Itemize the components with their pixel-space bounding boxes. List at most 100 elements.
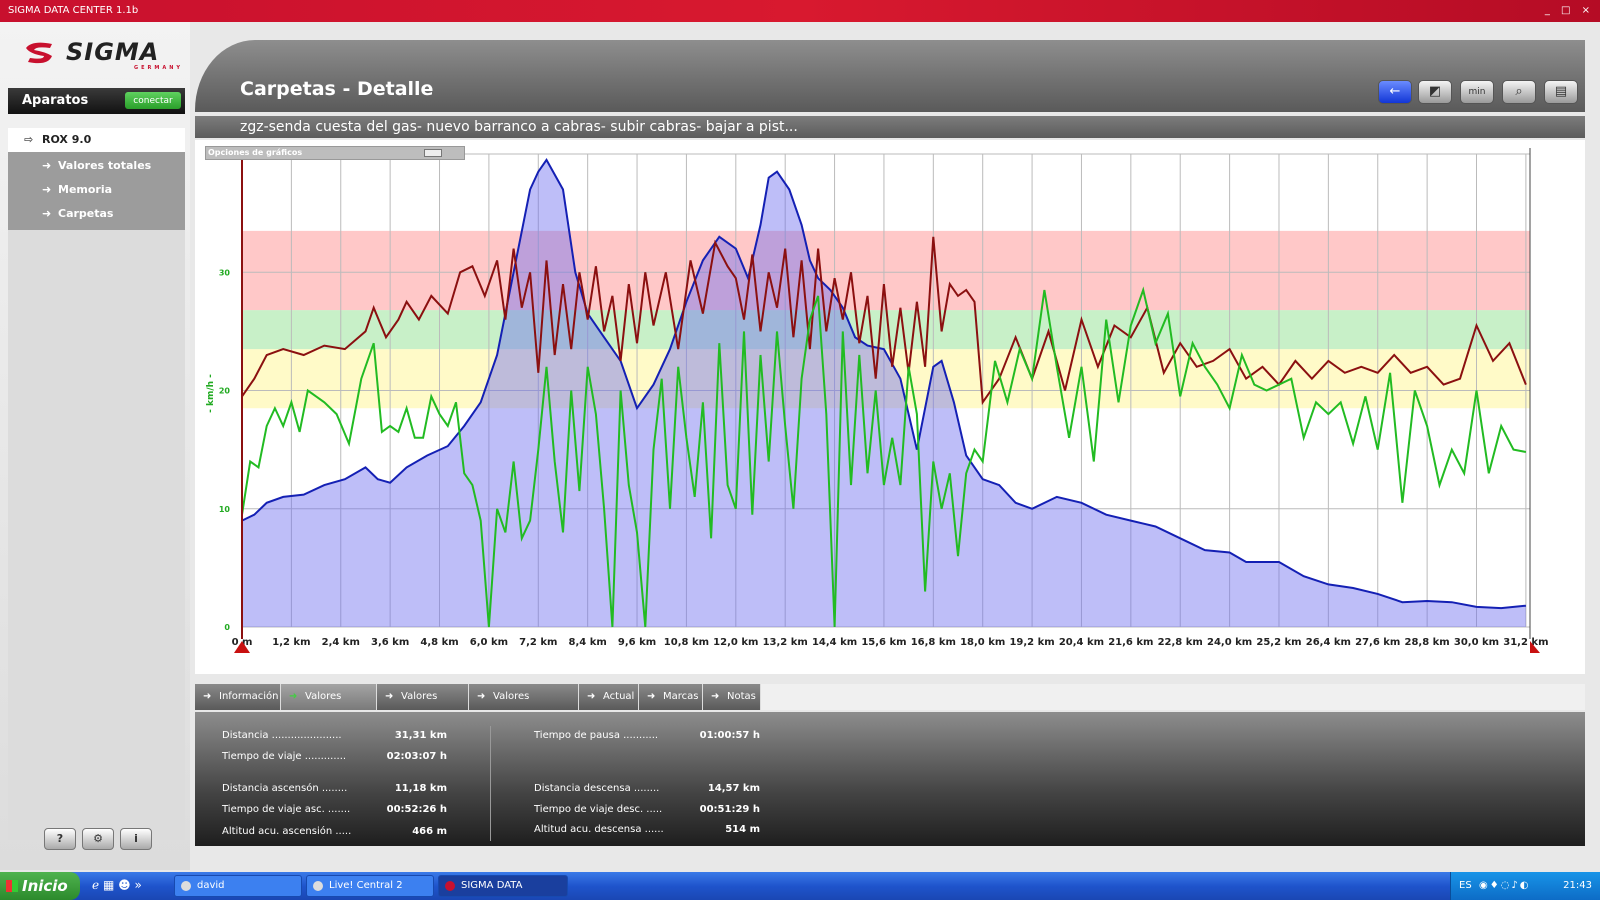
x-tick-label: 24,0 km <box>1207 637 1252 648</box>
tab-informacion[interactable]: ➜ Información <box>195 684 281 710</box>
main-header <box>195 40 1585 112</box>
x-tick-label: 8,4 km <box>569 637 607 648</box>
sigma-logo-icon <box>26 42 52 64</box>
tab-notas[interactable]: ➜ Notas <box>703 684 761 710</box>
minimize-icon[interactable] <box>424 149 442 157</box>
tab-valores-media[interactable]: ➜Valores media <box>377 684 469 728</box>
stat-label: Tiempo de viaje asc. ....... <box>222 804 351 815</box>
arrow-right-icon: ➜ <box>587 691 596 702</box>
start-button[interactable]: Inicio <box>0 872 80 900</box>
tab-valores-totales[interactable]: ➜Valores totales <box>281 684 377 728</box>
sidebar-panel <box>8 230 185 840</box>
stat-value: 514 m <box>725 824 760 835</box>
page-title: Carpetas - Detalle <box>240 78 434 100</box>
speed-altitude-chart[interactable]: 0 m 1,2 km 2,4 km 3,6 km 4,8 km 6,0 km 7,2 km 8… <box>195 140 1585 674</box>
chart-options-label: Opciones de gráficos <box>208 148 303 157</box>
zoom-button[interactable]: ⌕ <box>1502 80 1536 104</box>
browser-icon[interactable]: ℯ <box>92 878 100 892</box>
x-tick-label: 10,8 km <box>664 637 709 648</box>
bookmark-button[interactable]: ◩ <box>1418 80 1452 104</box>
y-tick-label: 20 <box>219 387 231 396</box>
y-tick-label: 30 <box>219 268 231 277</box>
x-tick-label: 27,6 km <box>1355 637 1400 648</box>
sidebar-item-device[interactable]: ⇨ ROX 9.0 <box>8 128 185 152</box>
x-tick-label: 20,4 km <box>1059 637 1104 648</box>
tray-icons[interactable]: ◉♦◌♪◐ <box>1479 880 1531 891</box>
arrow-right-icon: ➜ <box>647 691 656 702</box>
messenger-icon[interactable]: ☻ <box>118 878 131 892</box>
tab-marcas[interactable]: ➜ Marcas <box>639 684 703 710</box>
arrow-right-icon: ➜ <box>711 691 720 702</box>
print-button[interactable]: ▤ <box>1544 80 1578 104</box>
minimize-view-button[interactable]: min <box>1460 80 1494 104</box>
arrow-right-icon: ➜ <box>289 691 298 702</box>
sidebar-item-valores-totales[interactable]: ➜ Valores totales <box>8 154 185 178</box>
task-label: david <trepante@ho... <box>197 880 225 891</box>
arrow-right-icon: ➜ <box>477 691 486 702</box>
arrow-right-icon: ⇨ <box>24 133 34 146</box>
x-tick-label: 22,8 km <box>1158 637 1203 648</box>
start-marker-icon <box>234 641 250 653</box>
y-tick-label: 0 <box>224 623 230 632</box>
stat-value: 14,57 km <box>707 783 760 794</box>
speed-line <box>241 286 1527 628</box>
x-tick-label: 31,2 km <box>1503 637 1548 648</box>
info-button[interactable]: i <box>120 828 152 850</box>
stat-label: Altitud acu. ascensión ..... <box>222 826 352 837</box>
sidebar-item-memoria[interactable]: ➜ Memoria <box>8 178 185 202</box>
task-email[interactable]: david <trepante@ho... <box>174 875 302 897</box>
x-tick-label: 30,0 km <box>1454 637 1499 648</box>
x-tick-label: 12,0 km <box>713 637 758 648</box>
tab-label: Marcas <box>663 691 699 702</box>
x-tick-label: 21,6 km <box>1108 637 1153 648</box>
x-tick-label: 6,0 km <box>470 637 508 648</box>
zone-band <box>242 310 1530 350</box>
x-tick-label: 28,8 km <box>1405 637 1450 648</box>
stat-value: 11,18 km <box>394 783 447 794</box>
chevron-more-icon[interactable]: » <box>134 878 142 892</box>
stats-divider <box>490 726 491 841</box>
cadence-line <box>241 236 1527 406</box>
device-label: ROX 9.0 <box>42 133 92 146</box>
sidebar-item-label: Carpetas <box>58 207 114 220</box>
taskbar: Inicio ℯ ▦ ☻ » david <trepante@ho... Liv… <box>0 872 1600 900</box>
end-marker-icon <box>1530 641 1540 653</box>
settings-button[interactable]: ⚙ <box>82 828 114 850</box>
x-tick-label: 3,6 km <box>371 637 409 648</box>
arrow-right-icon: ➜ <box>42 159 52 172</box>
task-sigma[interactable]: SIGMA DATA CENTE... <box>438 875 568 897</box>
arrow-right-icon: ➜ <box>42 183 52 196</box>
media-icon[interactable]: ▦ <box>102 878 115 892</box>
arrow-right-icon: ➜ <box>385 691 394 702</box>
x-tick-label: 15,6 km <box>861 637 906 648</box>
stat-value: 466 m <box>412 826 447 837</box>
arrow-right-icon: ➜ <box>203 691 212 702</box>
help-button[interactable]: ? <box>44 828 76 850</box>
back-button[interactable]: ← <box>1378 80 1412 104</box>
stat-label: Distancia ...................... <box>222 730 342 741</box>
stat-label: Distancia ascensón ........ <box>222 783 348 794</box>
tab-actual[interactable]: ➜ Actual <box>579 684 639 710</box>
stat-value: 01:00:57 h <box>699 730 760 741</box>
y-tick-label: 10 <box>219 505 231 514</box>
stat-value: 00:52:26 h <box>386 804 447 815</box>
language-indicator[interactable]: ES <box>1459 880 1472 891</box>
window-title: SIGMA DATA CENTER 1.1b <box>8 5 139 16</box>
windows-flag-icon <box>6 880 18 892</box>
quick-launch[interactable]: ℯ ▦ ☻ » <box>92 878 162 894</box>
window-controls[interactable]: _ □ × <box>1544 5 1594 16</box>
connect-button[interactable]: conectar <box>125 92 181 109</box>
sigma-app-icon <box>445 881 455 891</box>
stat-label: Tiempo de pausa ........... <box>534 730 659 741</box>
tab-valores-max-min[interactable]: ➜Valores máx./mín. <box>469 684 579 728</box>
x-tick-label: 26,4 km <box>1306 637 1351 648</box>
track-title: zgz-senda cuesta del gas- nuevo barranco… <box>195 116 1585 138</box>
task-live-central[interactable]: Live! Central 2 <box>306 875 434 897</box>
x-tick-label: 1,2 km <box>272 637 310 648</box>
chart-options-panel[interactable]: Opciones de gráficos <box>205 146 465 160</box>
sidebar-item-label: Memoria <box>58 183 113 196</box>
x-tick-label: 9,6 km <box>618 637 656 648</box>
stat-label: Altitud acu. descensa ...... <box>534 824 664 835</box>
sidebar-item-carpetas[interactable]: ➜ Carpetas <box>8 202 185 226</box>
stat-label: Tiempo de viaje ............. <box>222 751 347 762</box>
